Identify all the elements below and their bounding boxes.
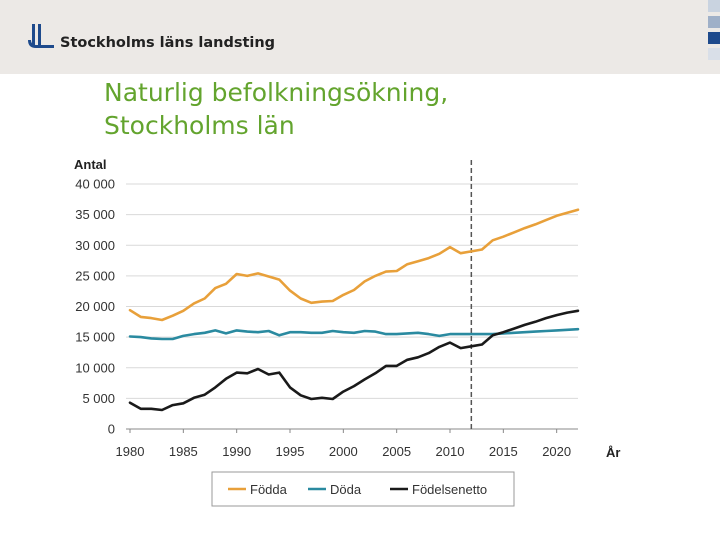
y-tick-labels: 0 5 000 10 000 15 000 20 000 25 000 30 000 35 0…	[75, 177, 115, 437]
y-tick-label: 30 000	[75, 238, 115, 253]
x-tick-label: 1980	[116, 444, 145, 459]
y-tick-label: 5 000	[82, 391, 115, 406]
x-tick-label: 1995	[276, 444, 305, 459]
slide-title: Naturlig befolkningsökning, Stockholms l…	[104, 76, 448, 142]
series-lines	[128, 208, 580, 412]
y-tick-label: 25 000	[75, 268, 115, 283]
y-tick-label: 20 000	[75, 299, 115, 314]
legend-label: Födda	[250, 482, 288, 497]
x-tick-label: 2010	[436, 444, 465, 459]
x-tick-label: 1985	[169, 444, 198, 459]
x-tick-label: 2015	[489, 444, 518, 459]
y-tick-label: 35 000	[75, 207, 115, 222]
y-axis-label: Antal	[74, 157, 107, 172]
legend-label: Döda	[330, 482, 362, 497]
x-tick-labels: 1980 1985 1990 1995 2000 2005 2010 2015 2020	[116, 429, 571, 459]
grid-lines	[126, 183, 578, 430]
x-tick-label: 2020	[542, 444, 571, 459]
logo[interactable]: Stockholms läns landsting	[24, 22, 275, 58]
series-line-3	[128, 309, 580, 412]
x-tick-label: 2000	[329, 444, 358, 459]
y-tick-label: 0	[108, 422, 115, 437]
x-tick-label: 2005	[382, 444, 411, 459]
header-band	[0, 0, 720, 74]
legend-box	[211, 471, 515, 507]
legend: Födda Döda Födelsenetto	[211, 471, 515, 507]
logo-text: Stockholms läns landsting	[60, 35, 276, 51]
x-axis-label: År	[606, 445, 620, 460]
series-line-1	[128, 208, 580, 322]
y-tick-label: 15 000	[75, 330, 115, 345]
decorative-squares	[708, 0, 720, 64]
y-tick-label: 10 000	[75, 360, 115, 375]
x-tick-label: 1990	[222, 444, 251, 459]
slide-title-line1: Naturlig befolkningsökning,	[104, 78, 449, 107]
slide-title-line2: Stockholms län	[104, 111, 295, 140]
sll-logo-icon	[28, 24, 54, 48]
y-tick-label: 40 000	[75, 177, 115, 192]
legend-label: Födelsenetto	[412, 482, 487, 497]
